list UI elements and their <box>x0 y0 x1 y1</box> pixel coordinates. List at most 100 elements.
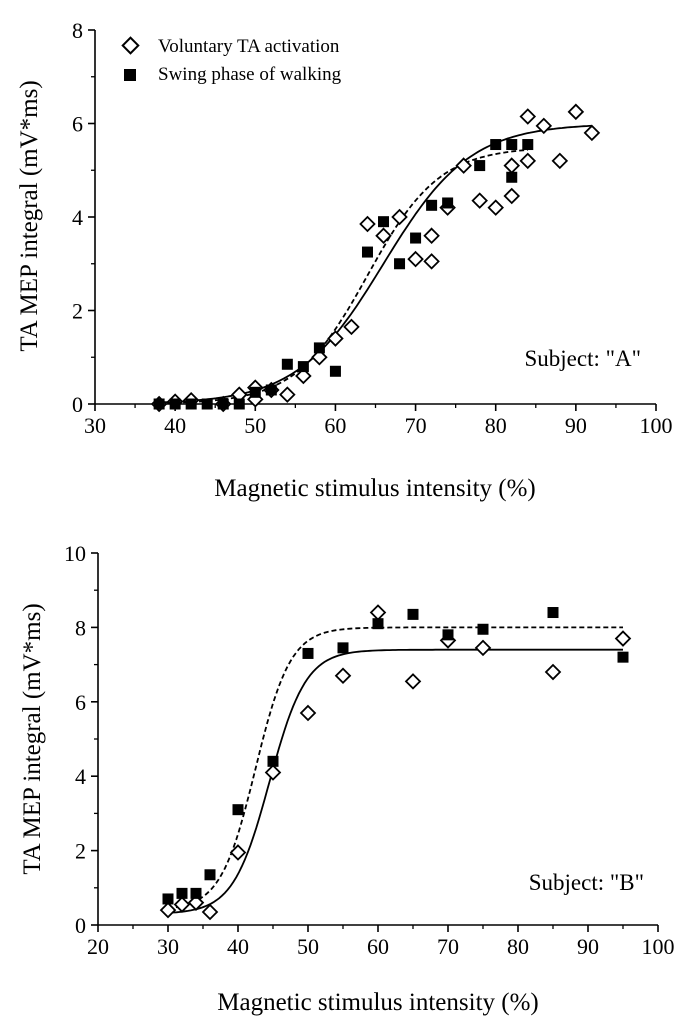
panel-a-y-tick-label: 6 <box>72 112 83 137</box>
panel-a-voluntary-point <box>519 108 537 125</box>
panel-b-y-tick-label: 4 <box>75 764 86 789</box>
panel-a-swing-point <box>297 361 309 373</box>
panel-b-data-points <box>159 604 632 921</box>
panel-b-swing-point <box>407 608 419 620</box>
panel-a-voluntary-point <box>455 157 472 174</box>
panel-a-y-ticks: 0 2 4 6 8 <box>72 18 95 417</box>
panel-a-swing-point <box>522 139 534 151</box>
legend: Voluntary TA activation Swing phase of w… <box>121 36 342 85</box>
panel-a-y-axis-title: TA MEP integral (mV*ms) <box>16 80 43 351</box>
panel-b-x-axis-title: Magnetic stimulus intensity (%) <box>217 989 538 1016</box>
panel-b-x-tick-label: 60 <box>367 934 389 959</box>
panel-b-swing-point <box>267 755 279 767</box>
panel-a-x-tick-label: 70 <box>405 413 427 438</box>
panel-b-swing-point <box>302 647 314 659</box>
panel-b-fit-curve-voluntary <box>167 648 623 914</box>
panel-b-swing-point <box>547 607 559 619</box>
panel-b-swing-point <box>477 623 489 635</box>
panel-a-x-axis-title: Magnetic stimulus intensity (%) <box>214 475 535 502</box>
panel-b-y-tick-label: 8 <box>75 615 86 640</box>
panel-b-subject-label: Subject: "B" <box>529 870 644 895</box>
panel-b-x-ticks: 20 30 40 50 60 70 80 90 100 <box>87 925 675 959</box>
panel-a-y-tick-label: 8 <box>72 18 83 43</box>
panel-b-swing-point <box>442 629 454 641</box>
panel-a-fit-curve-voluntary <box>159 124 592 404</box>
panel-a-swing-point <box>506 171 518 183</box>
panel-a-swing-point <box>265 384 277 396</box>
panel-b-swing-point <box>337 642 349 654</box>
panel-a-voluntary-point <box>535 117 553 135</box>
panel-b-x-tick-label: 40 <box>227 934 249 959</box>
panel-a-x-ticks: 30 40 50 60 70 80 90 100 <box>84 404 673 438</box>
panel-a-voluntary-point <box>295 367 312 385</box>
panel-a-swing-point <box>329 365 341 377</box>
panel-a-swing-point <box>153 398 165 410</box>
panel-b-voluntary-point <box>159 901 177 919</box>
panel-b-y-tick-label: 10 <box>64 541 86 566</box>
panel-b-voluntary-point <box>614 630 632 647</box>
panel-b-voluntary-point <box>334 667 352 685</box>
panel-b-y-axis-title: TA MEP integral (mV*ms) <box>19 603 46 874</box>
panel-b-x-tick-label: 20 <box>87 934 109 959</box>
panel-a-swing-point <box>474 160 486 172</box>
panel-b-y-tick-label: 6 <box>75 690 86 715</box>
panel-b-x-tick-label: 100 <box>642 934 675 959</box>
legend-voluntary-label: Voluntary TA activation <box>158 36 340 57</box>
panel-b-voluntary-point <box>201 903 219 921</box>
panel-b-y-ticks: 0 2 4 6 8 10 <box>64 541 98 938</box>
panel-b-x-tick-label: 50 <box>297 934 319 959</box>
panel-a-subject-label: Subject: "A" <box>524 346 641 371</box>
panel-a-voluntary-point <box>279 386 296 403</box>
panel-a-x-tick-label: 100 <box>640 413 673 438</box>
panel-a-swing-point <box>442 197 454 209</box>
panel-a-y-tick-label: 0 <box>72 392 83 417</box>
panel-a-fit-curve-swing <box>159 149 528 405</box>
panel-a-voluntary-point <box>519 152 537 170</box>
panel-b-voluntary-point <box>229 844 247 861</box>
panel-b-swing-point <box>162 893 174 905</box>
panel-a-voluntary-point <box>375 227 392 244</box>
panel-b-swing-point <box>617 651 629 663</box>
panel-a-swing-point <box>201 398 213 410</box>
panel-a-voluntary-point <box>423 227 440 244</box>
panel-a-data-points <box>150 103 601 413</box>
panel-a-swing-point <box>410 232 422 244</box>
panel-b-x-tick-label: 70 <box>437 934 459 959</box>
panel-a-voluntary-point <box>311 348 328 366</box>
panel-a-voluntary-point <box>391 208 408 226</box>
panel-a-voluntary-point <box>487 199 504 216</box>
panel-a-voluntary-point <box>407 250 424 268</box>
panel-a-swing-point <box>185 398 197 410</box>
panel-a-voluntary-point <box>551 152 569 170</box>
legend-filled-square-marker <box>124 69 136 81</box>
panel-b-swing-point <box>176 887 188 899</box>
panel-a-x-tick-label: 80 <box>485 413 507 438</box>
panel-a-voluntary-point <box>471 192 488 209</box>
panel-b-voluntary-point <box>404 673 422 690</box>
panel-a-voluntary-point <box>423 253 440 270</box>
panel-a-voluntary-point <box>583 124 601 142</box>
panel-a-voluntary-point <box>503 157 521 174</box>
panel-b-chart: 20 30 40 50 60 70 80 90 100 0 2 4 6 8 10 Magnetic sti… <box>19 541 675 1016</box>
panel-a-y-tick-label: 4 <box>72 205 83 230</box>
panel-b-x-tick-label: 80 <box>507 934 529 959</box>
panel-a-swing-point <box>281 358 293 370</box>
panel-a-swing-point <box>169 398 181 410</box>
panel-b-fit-curves <box>167 626 623 914</box>
panel-b-x-tick-label: 90 <box>577 934 599 959</box>
panel-b-x-tick-label: 30 <box>157 934 179 959</box>
panel-a-x-tick-label: 40 <box>164 413 186 438</box>
panel-b-y-tick-label: 2 <box>75 839 86 864</box>
panel-a-y-tick-label: 2 <box>72 299 83 324</box>
panel-b-voluntary-point <box>264 764 282 781</box>
panel-b-voluntary-point <box>187 894 205 911</box>
panel-b-swing-point <box>232 804 244 816</box>
panel-a-swing-point <box>506 139 518 151</box>
panel-a-voluntary-point <box>359 215 376 233</box>
panel-a-swing-point <box>217 398 229 410</box>
panel-b-voluntary-point <box>369 604 387 621</box>
panel-a-swing-point <box>378 216 390 228</box>
panel-b-swing-point <box>190 887 202 899</box>
panel-a-x-tick-label: 60 <box>324 413 346 438</box>
